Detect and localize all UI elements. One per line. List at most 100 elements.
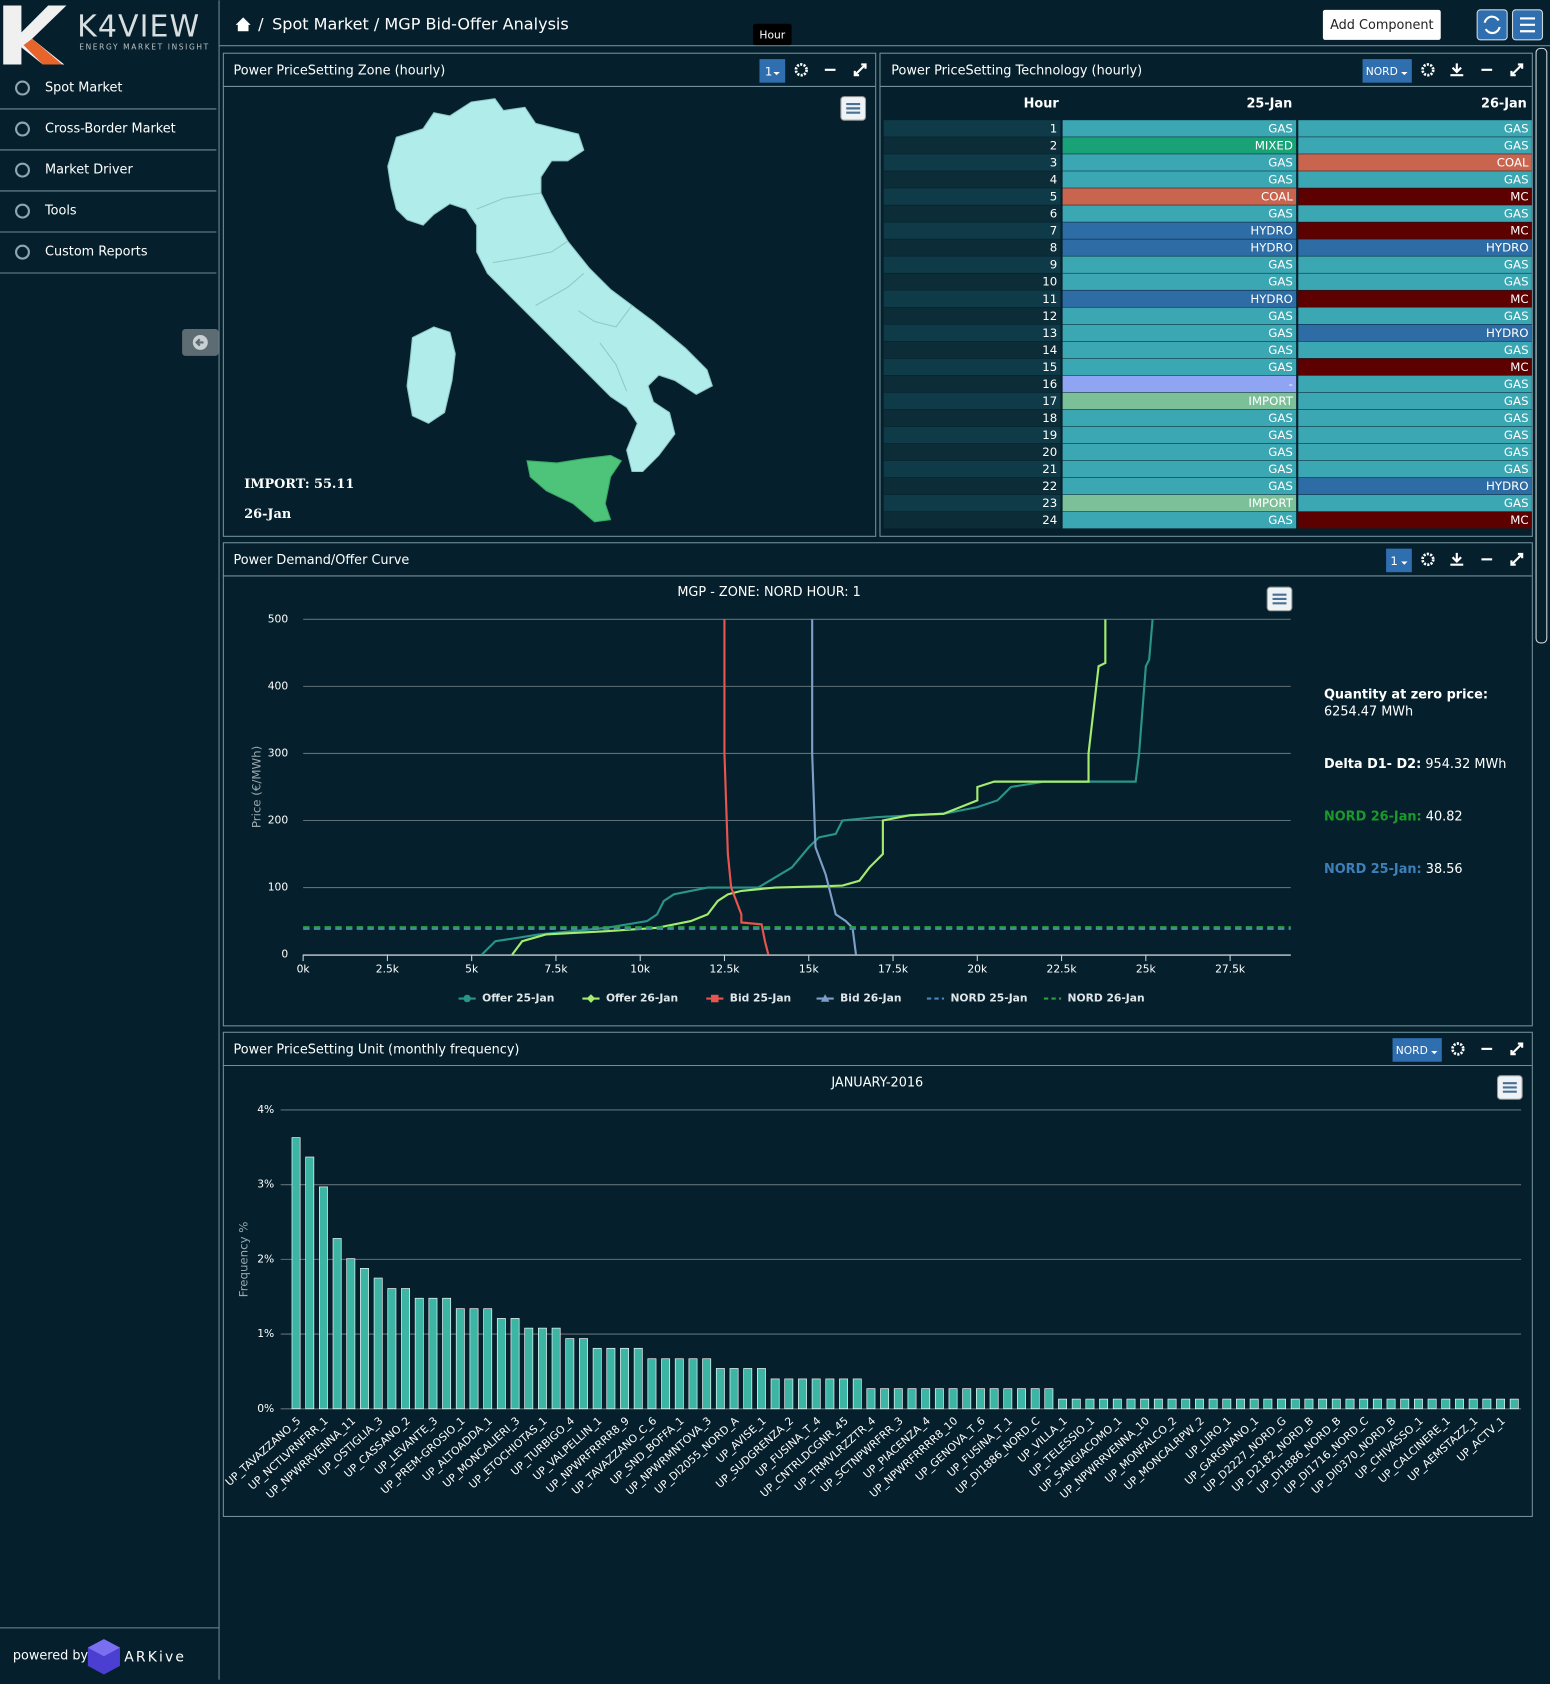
- technology-label: GAS: [1268, 156, 1293, 170]
- hour-cell: [883, 511, 1061, 529]
- menu-item[interactable]: Market Driver: [45, 163, 133, 178]
- bar: [592, 1347, 602, 1410]
- hour-label: 7: [1050, 224, 1058, 238]
- home-icon[interactable]: [235, 17, 251, 32]
- hour-label: 4: [1050, 173, 1058, 187]
- menu-item[interactable]: Spot Market: [45, 81, 122, 96]
- bar: [1153, 1398, 1163, 1410]
- bar: [1509, 1398, 1519, 1410]
- bar: [674, 1358, 684, 1410]
- bar: [1290, 1398, 1300, 1410]
- y-tick-label: 4%: [257, 1103, 274, 1116]
- bar: [1085, 1398, 1095, 1410]
- menu-item[interactable]: Tools: [44, 204, 77, 219]
- technology-label: HYDRO: [1486, 241, 1529, 255]
- chart-title: MGP - ZONE: NORD HOUR: 1: [677, 585, 861, 600]
- panel-title: Power PriceSetting Zone (hourly): [234, 63, 446, 78]
- hour-cell: [883, 188, 1061, 205]
- download-icon[interactable]: [1450, 552, 1464, 566]
- settings-icon[interactable]: [1451, 1042, 1465, 1056]
- technology-cell: [1298, 222, 1532, 239]
- zone-mainland[interactable]: [387, 98, 713, 473]
- bar: [524, 1327, 534, 1410]
- x-tick-label: 17.5k: [878, 963, 909, 976]
- add-component-button[interactable]: [1322, 9, 1441, 40]
- hour-label: 20: [1042, 445, 1057, 459]
- technology-cell: [1298, 392, 1532, 410]
- selector[interactable]: [1392, 1038, 1442, 1062]
- bar: [962, 1388, 972, 1410]
- x-tick-label: 12.5k: [709, 963, 740, 976]
- selector-caret: [1431, 1051, 1438, 1055]
- zone-sicily[interactable]: [526, 454, 623, 523]
- bar: [1455, 1398, 1464, 1410]
- chart-menu-icon: [1272, 593, 1287, 605]
- selector[interactable]: [1386, 548, 1412, 573]
- y-tick-label: 500: [268, 612, 289, 625]
- settings-icon[interactable]: [794, 63, 808, 77]
- stat-value: 38.56: [1425, 861, 1463, 877]
- technology-cell: [1298, 443, 1532, 461]
- hour-cell: [883, 222, 1061, 239]
- settings-icon[interactable]: [1421, 552, 1435, 567]
- selector[interactable]: [759, 59, 786, 83]
- technology-label: GAS: [1504, 377, 1529, 391]
- selector-value: NORD: [1366, 65, 1398, 78]
- y-axis-label: Price (€/MWh): [250, 746, 264, 828]
- technology-cell: [1062, 154, 1297, 171]
- menu-icon: [14, 162, 30, 178]
- expand-icon[interactable]: [1510, 1042, 1524, 1056]
- technology-label: GAS: [1504, 462, 1529, 476]
- hour-label: 17: [1042, 394, 1057, 408]
- technology-cell: [1062, 171, 1297, 188]
- selector[interactable]: [1362, 59, 1412, 83]
- add-component-label: Add Component: [1330, 18, 1434, 33]
- hour-cell: [883, 477, 1061, 495]
- technology-cell: [1298, 324, 1532, 342]
- bar: [469, 1308, 479, 1410]
- sidebar-bg: [0, 0, 219, 1680]
- tooltip-bg: [753, 23, 792, 46]
- refresh-button[interactable]: [1476, 9, 1508, 41]
- bar: [1400, 1398, 1410, 1410]
- technology-cell: [1062, 477, 1297, 495]
- breadcrumb[interactable]: Spot Market / MGP Bid-Offer Analysis: [272, 14, 569, 33]
- hour-cell: [883, 120, 1061, 137]
- settings-icon[interactable]: [1421, 63, 1435, 77]
- hour-label: 1: [1050, 121, 1058, 135]
- hour-cell: [883, 426, 1061, 444]
- zone-sardinia[interactable]: [406, 326, 456, 424]
- expand-icon[interactable]: [1510, 552, 1524, 566]
- technology-label: -: [1289, 377, 1293, 391]
- y-tick-label: 2%: [257, 1252, 274, 1265]
- bar: [702, 1358, 712, 1410]
- technology-label: GAS: [1268, 445, 1293, 459]
- panel-title: Power Demand/Offer Curve: [234, 553, 410, 568]
- legend-label: Bid 25-Jan: [730, 992, 791, 1005]
- bar: [729, 1368, 739, 1410]
- panel-title: Power PriceSetting Unit (monthly frequen…: [234, 1042, 520, 1057]
- menu-icon: [14, 80, 30, 96]
- technology-cell: [1062, 443, 1297, 461]
- legend-marker: [711, 994, 719, 1003]
- stats-list: Quantity at zero price: 6254.47 MWh Delta…: [1324, 686, 1530, 878]
- technology-cell: [1062, 392, 1297, 410]
- technology-cell: [1062, 239, 1297, 256]
- selector-caret: [773, 71, 780, 76]
- technology-label: GAS: [1268, 258, 1293, 272]
- menu-item[interactable]: Cross-Border Market: [45, 122, 176, 137]
- tooltip: Hour: [759, 29, 785, 42]
- legend-label: Bid 26-Jan: [840, 992, 901, 1005]
- menu-item[interactable]: Custom Reports: [45, 245, 148, 260]
- menu-icon: [14, 244, 30, 260]
- breadcrumb-sep: /: [258, 14, 264, 33]
- bar: [373, 1277, 383, 1410]
- download-icon[interactable]: [1450, 63, 1464, 77]
- bar: [1263, 1398, 1273, 1410]
- expand-icon[interactable]: [1510, 63, 1524, 77]
- expand-icon[interactable]: [853, 63, 867, 77]
- stat: Quantity at zero price: 6254.47 MWh: [1324, 686, 1530, 720]
- collapse-arrow: [195, 338, 204, 347]
- scrollbar[interactable]: [1535, 47, 1548, 644]
- bar: [1112, 1398, 1122, 1410]
